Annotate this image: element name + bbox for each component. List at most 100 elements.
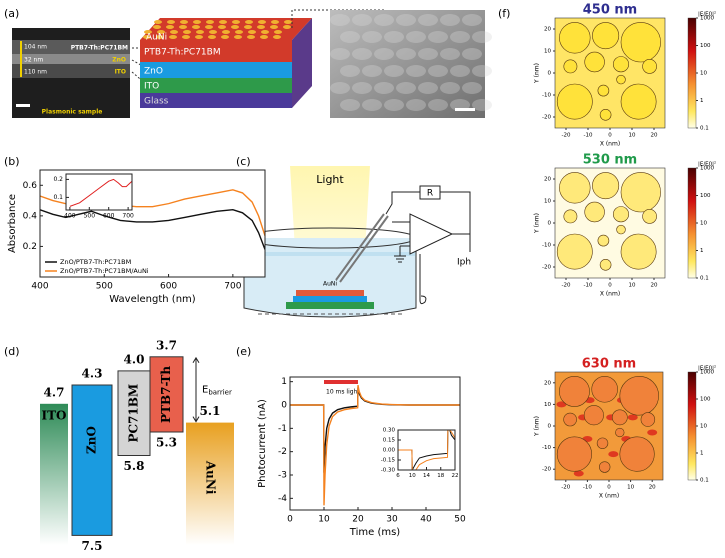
colorbar (687, 371, 697, 481)
nanoparticle (257, 25, 265, 29)
x-tick-label: 0 (608, 133, 612, 139)
colorbar-tick-label: 1 (700, 451, 704, 457)
nanoparticle (157, 30, 165, 34)
x-tick-label: 500 (96, 282, 113, 292)
legend-label: ZnO/PTB7-Th:PC71BM/AuNi (60, 267, 149, 275)
plot-frame (39, 169, 266, 278)
y-tick-label: 20 (544, 27, 551, 33)
nanoparticle (154, 20, 162, 24)
panel-label: (e) (236, 345, 251, 358)
grain (428, 31, 448, 43)
particle (619, 376, 659, 416)
grain (428, 99, 448, 111)
nanoparticle (169, 35, 177, 39)
nanoparticle (273, 35, 281, 39)
nanoparticle (222, 30, 230, 34)
data-line (290, 385, 460, 506)
barrier-label: Ebarrier (202, 385, 232, 397)
colorbar (687, 167, 697, 279)
energy-value: 5.1 (200, 404, 221, 418)
x-tick-label: 10 (627, 485, 634, 491)
sample-layer (293, 296, 367, 302)
plot-frame (289, 376, 461, 511)
x-axis-label: X (nm) (600, 141, 620, 148)
energy-band (40, 403, 68, 545)
stack-layer (140, 78, 292, 93)
grain (418, 48, 438, 60)
x-tick-label: 600 (103, 213, 115, 220)
water-surface (245, 252, 415, 256)
x-tick-label: 700 (122, 213, 134, 220)
panel-label: (f) (498, 7, 510, 20)
x-tick-label: 10 (409, 473, 416, 479)
x-axis-label: X (nm) (600, 291, 620, 298)
x-tick-label: -20 (562, 283, 571, 289)
x-tick-label: 20 (352, 515, 364, 525)
grain (418, 14, 438, 26)
colorbar-tick-label: 100 (700, 43, 711, 49)
x-tick-label: -20 (561, 485, 570, 491)
x-tick-label: -10 (584, 133, 593, 139)
stack-layer (140, 40, 292, 62)
particle (563, 59, 578, 74)
grain (396, 48, 416, 60)
grain (352, 14, 372, 26)
x-tick-label: 400 (31, 282, 48, 292)
legend-label: ZnO/PTB7-Th:PC71BM (60, 258, 131, 266)
y-tick-label: 10 (544, 49, 551, 55)
y-tick-label: -20 (542, 115, 551, 121)
y-axis-label: Y (nm) (534, 416, 541, 437)
grain (440, 14, 460, 26)
thickness-label: 32 nm (24, 57, 43, 64)
y-tick-label: 0.30 (383, 428, 396, 434)
particle (563, 412, 577, 427)
y-tick-label: -0.30 (381, 468, 396, 474)
grain (374, 82, 394, 94)
y-axis-label: Y (nm) (534, 63, 541, 84)
panel-label: (a) (4, 7, 19, 20)
map-title: 450 nm (583, 3, 637, 18)
resistor-label: R (427, 189, 433, 199)
x-tick-label: 10 (318, 515, 330, 525)
y-tick-label: 0 (548, 221, 552, 227)
particle (612, 56, 629, 73)
sem-layer (12, 64, 130, 78)
grain (462, 48, 482, 60)
stack-label: AuNi (146, 33, 167, 43)
nanoparticle (196, 30, 204, 34)
nanoparticle (261, 30, 269, 34)
material-label: ITO (42, 408, 67, 422)
y-tick-label: 0.2 (23, 242, 37, 252)
particle (592, 172, 620, 200)
particle (596, 437, 609, 449)
energy-value: 5.8 (124, 459, 145, 473)
nanoparticle (221, 35, 229, 39)
material-label: PC71BM (127, 384, 141, 443)
grain (406, 31, 426, 43)
colorbar-tick-label: 10 (700, 424, 707, 430)
nanoparticle (166, 25, 174, 29)
panel-label: (d) (4, 345, 20, 358)
grain (450, 65, 470, 77)
grain (396, 82, 416, 94)
nanoparticle (258, 20, 266, 24)
colorbar-tick-label: 10 (700, 71, 707, 77)
sem-layer (12, 40, 130, 54)
x-tick-label: 6 (396, 473, 400, 479)
x-tick-label: 10 (629, 133, 636, 139)
grain (462, 82, 482, 94)
hotspot (627, 414, 638, 421)
particle (556, 83, 593, 120)
particle (584, 201, 605, 223)
y-tick-label: 0.1 (53, 194, 63, 201)
nanoparticle (247, 35, 255, 39)
energy-band (117, 370, 151, 456)
y-tick-label: 10 (544, 402, 551, 408)
nanoparticle (283, 25, 291, 29)
y-tick-label: 0.2 (53, 176, 63, 183)
x-tick-label: -20 (562, 133, 571, 139)
nanoparticle (232, 20, 240, 24)
scale-bar (16, 104, 30, 107)
amplifier (409, 213, 454, 255)
